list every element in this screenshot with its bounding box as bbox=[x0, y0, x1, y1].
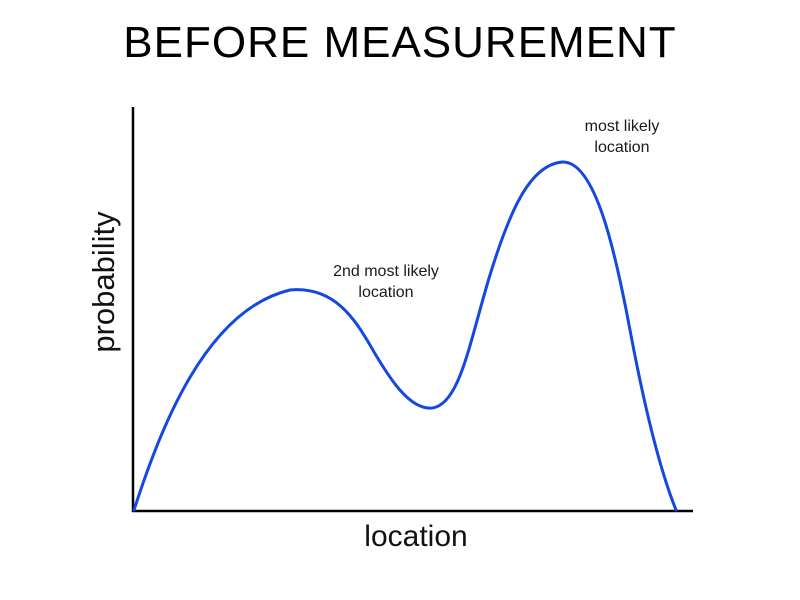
probability-curve bbox=[132, 160, 678, 512]
x-axis-label: location bbox=[364, 520, 468, 553]
y-axis-label: probability bbox=[86, 211, 121, 353]
second-peak-annotation: 2nd most likely location bbox=[333, 263, 439, 301]
diagram-title: BEFORE MEASUREMENT bbox=[123, 18, 677, 67]
main-peak-annotation: most likely location bbox=[584, 118, 660, 156]
